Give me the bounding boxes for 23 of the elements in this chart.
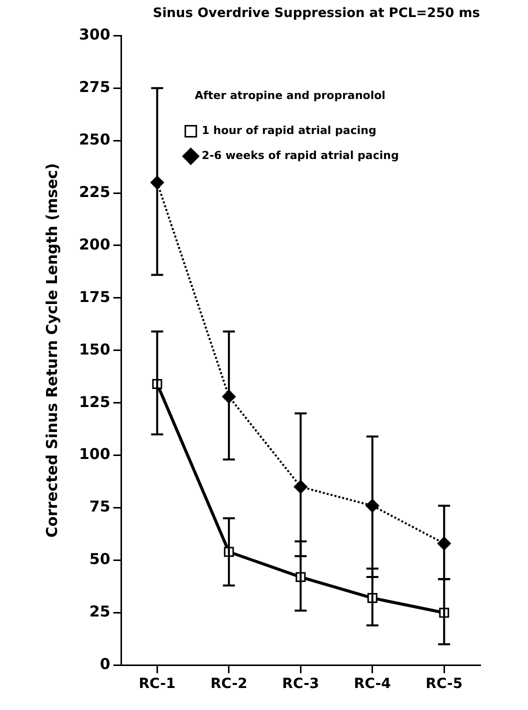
- x-tick-label: RC-3: [282, 676, 320, 692]
- y-tick-label: 275: [79, 78, 110, 96]
- x-tick-label: RC-4: [354, 676, 392, 692]
- y-tick-label: 250: [79, 130, 110, 148]
- y-tick-label: 175: [79, 288, 110, 306]
- chart-title: Sinus Overdrive Suppression at PCL=250 ms: [152, 6, 480, 22]
- y-tick-label: 0: [100, 655, 110, 674]
- y-tick-label: 100: [79, 445, 110, 464]
- legend-label: 1 hour of rapid atrial pacing: [202, 124, 376, 138]
- x-tick-label: RC-1: [138, 676, 176, 692]
- y-tick-label: 150: [79, 340, 110, 358]
- legend-title: After atropine and propranolol: [194, 88, 386, 102]
- y-tick-label: 25: [89, 602, 110, 621]
- x-tick-label: RC-2: [210, 676, 248, 692]
- y-axis-title: Corrected Sinus Return Cycle Length (msec): [42, 163, 61, 538]
- legend-label: 2-6 weeks of rapid atrial pacing: [202, 149, 399, 162]
- y-tick-label: 300: [79, 25, 110, 44]
- y-tick-label: 50: [89, 550, 110, 568]
- y-tick-label: 200: [79, 235, 110, 254]
- y-tick-label: 75: [89, 498, 110, 516]
- y-tick-label: 225: [79, 182, 110, 201]
- x-tick-label: RC-5: [426, 676, 463, 692]
- y-tick-label: 125: [79, 392, 110, 411]
